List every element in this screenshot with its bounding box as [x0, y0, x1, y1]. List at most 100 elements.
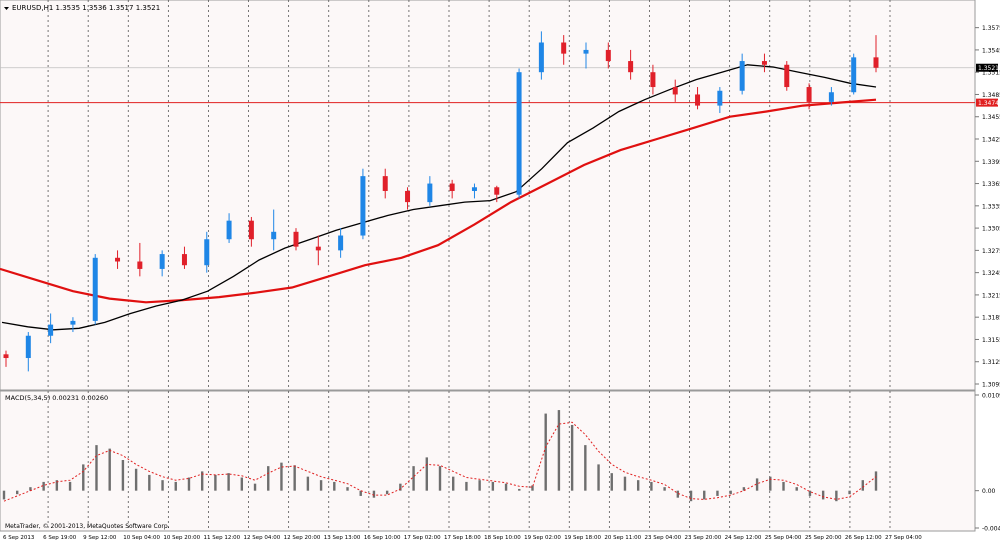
candle-body: [226, 220, 232, 240]
macd-histogram-bar: [570, 424, 574, 491]
candle-body: [159, 254, 165, 269]
candle-body: [315, 246, 321, 251]
macd-histogram-bar: [385, 490, 389, 495]
candle-body: [181, 254, 187, 266]
candle-body: [516, 72, 522, 195]
macd-histogram-bar: [518, 488, 521, 491]
candle-body: [538, 42, 544, 73]
time-tick-label: 12 Sep 20:00: [284, 535, 321, 541]
candle-body: [471, 187, 477, 191]
candle-body: [137, 261, 143, 269]
macd-histogram-bar: [597, 464, 600, 491]
ma-red-line: [0, 98, 877, 304]
time-tick-label: 19 Sep 18:00: [564, 535, 601, 541]
candle-body: [204, 239, 210, 266]
time-tick-label: 20 Sep 11:00: [604, 535, 641, 541]
macd-histogram-bar: [108, 448, 111, 491]
candle-body: [92, 257, 98, 321]
macd-histogram-bar: [544, 413, 547, 491]
axes: 1.3575 1.3545 1.3515 1.3485 1.3455 1.3425 1.33…: [3, 25, 1000, 541]
copyright-text: MetaTrader, © 2001-2013, MetaQuotes Soft…: [5, 523, 170, 530]
time-tick-label: 18 Sep 10:00: [484, 535, 521, 541]
time-tick-label: 27 Sep 04:00: [885, 535, 922, 541]
price-tick-label: 1.3335: [982, 203, 1000, 210]
macd-histogram-bar: [95, 445, 98, 491]
macd-histogram-bar: [452, 476, 455, 491]
macd-histogram-bar: [16, 490, 19, 495]
macd-histogram-bar: [359, 490, 362, 496]
candle-body: [248, 220, 254, 240]
candle-body: [293, 231, 299, 247]
candle-body: [739, 61, 745, 91]
current-price-badge: [976, 63, 998, 72]
macd-histogram-bar: [650, 481, 653, 491]
dropdown-arrow-icon[interactable]: [4, 7, 9, 10]
symbol-line: EURUSD,H1 1.3535 1.3536 1.3517 1.3521: [12, 4, 160, 12]
time-tick-label: 23 Sep 20:00: [685, 535, 722, 541]
candle-body: [561, 42, 567, 54]
macd-histogram-bar: [491, 481, 495, 491]
ma-black-line: [1, 64, 877, 331]
time-tick-label: 6 Sep 2013: [3, 535, 35, 541]
macd-histogram-bar: [174, 481, 177, 491]
macd-histogram-bar: [821, 490, 825, 500]
horizontal-level-label: 1.3474: [978, 100, 999, 107]
macd-histogram-bar: [755, 478, 759, 491]
macd-histogram-bar: [689, 490, 693, 502]
time-tick-label: 23 Sep 04:00: [644, 535, 681, 541]
macd-histogram-bar: [319, 480, 323, 491]
candle-body: [271, 231, 277, 240]
macd-histogram-bar: [716, 490, 719, 496]
macd-histogram-bar: [531, 485, 534, 491]
macd-histogram-bar: [214, 474, 217, 491]
macd-histogram-bar: [782, 481, 785, 491]
price-pane: [0, 0, 976, 391]
macd-histogram-bar: [240, 477, 244, 491]
macd-histogram-bar: [2, 490, 6, 500]
price-tick-label: 1.3455: [982, 114, 1000, 121]
macd-histogram-bar: [227, 473, 230, 491]
candle-body: [650, 72, 656, 88]
time-tick-label: 11 Sep 12:00: [203, 535, 240, 541]
macd-histogram-bar: [55, 480, 59, 491]
macd-histogram-bar: [729, 490, 732, 495]
grid-lines: [0, 0, 975, 531]
macd-histogram-bar: [584, 445, 587, 491]
macd-histogram-bar: [478, 480, 481, 491]
macd-histogram-bar: [742, 487, 746, 491]
candle-body: [48, 324, 54, 336]
macd-histogram-bar: [703, 490, 706, 500]
time-tick-label: 17 Sep 02:00: [404, 535, 441, 541]
macd-signal-line: [3, 421, 877, 502]
horizontal-level-badge: [976, 98, 998, 107]
time-tick-label: 26 Sep 12:00: [845, 535, 882, 541]
macd-histogram-bar: [504, 483, 508, 491]
price-candles: [3, 31, 879, 372]
macd-histogram-bar: [293, 465, 296, 491]
macd-histogram-bar: [399, 483, 402, 491]
price-tick-label: 1.3425: [982, 137, 1000, 144]
price-tick-label: 1.3395: [982, 159, 1000, 166]
price-tick-label: 1.3515: [982, 70, 1000, 77]
time-tick-label: 16 Sep 10:00: [364, 535, 401, 541]
macd-tick-label: 0.00: [982, 488, 996, 495]
macd-histogram-bar: [676, 490, 680, 498]
candle-body: [583, 49, 589, 54]
price-tick-label: 1.3275: [982, 248, 1000, 255]
macd-histogram-bar: [82, 464, 85, 491]
price-tick-label: 1.3125: [982, 359, 1000, 366]
macd-histogram-bar: [557, 410, 561, 491]
candle-body: [115, 257, 121, 262]
time-tick-label: 12 Sep 04:00: [244, 535, 281, 541]
candle-body: [382, 176, 388, 191]
macd-histogram-bar: [425, 457, 428, 491]
price-tick-label: 1.3155: [982, 337, 1000, 344]
macd-histogram-bar: [808, 490, 812, 496]
macd-histogram-bar: [200, 471, 204, 491]
current-price-label: 1.3521: [978, 65, 999, 72]
macd-histogram-bar: [372, 490, 376, 498]
candle-body: [806, 87, 812, 102]
time-tick-label: 24 Sep 12:00: [725, 535, 762, 541]
